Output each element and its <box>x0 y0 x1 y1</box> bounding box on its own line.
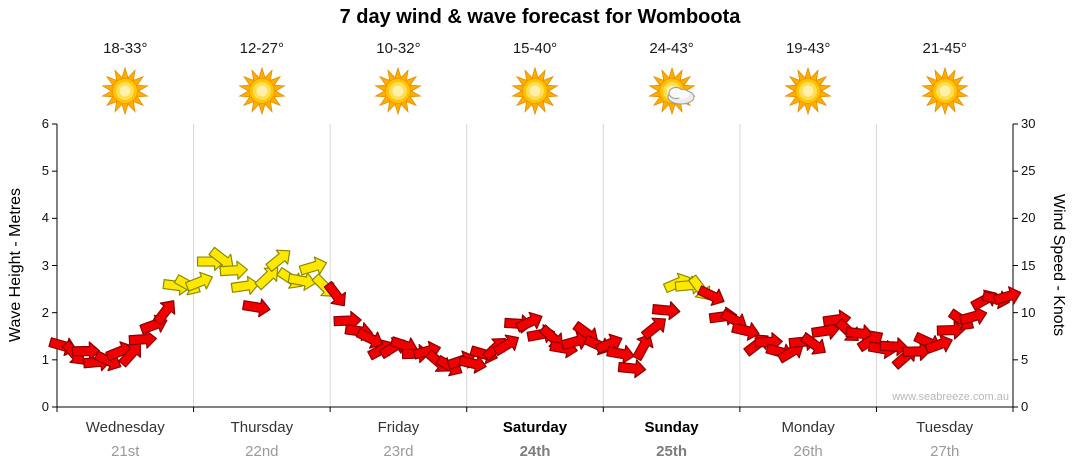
y-left-tick-label: 5 <box>41 163 49 179</box>
wind-arrow <box>184 271 213 292</box>
wind-arrow <box>118 343 142 368</box>
y-right-tick-label: 30 <box>1021 116 1036 131</box>
day-date: 27th <box>930 443 960 460</box>
day-date: 21st <box>111 443 140 460</box>
wind-arrow <box>492 334 520 357</box>
wind-arrow <box>230 275 260 295</box>
wind-arrow <box>617 359 647 379</box>
sun-disc-core <box>529 85 541 97</box>
sun-disc-core <box>802 85 814 97</box>
sun-disc-core <box>939 85 951 97</box>
wind-arrow <box>287 271 317 291</box>
sun-icon <box>374 66 423 116</box>
forecast-day-cell: 10-32° <box>343 40 453 122</box>
day-name: Saturday <box>502 419 568 436</box>
y-right-tick-label: 0 <box>1021 399 1029 414</box>
y-right-tick-label: 20 <box>1021 210 1036 226</box>
y-left-tick-label: 0 <box>41 399 49 414</box>
wind-arrow <box>640 317 667 340</box>
sun-icon <box>784 66 832 116</box>
forecast-day-cell: 19-43° <box>753 40 863 122</box>
wind-arrow <box>606 344 635 364</box>
day-date: 25th <box>656 443 687 460</box>
wind-arrow <box>731 322 760 341</box>
day-name: Wednesday <box>85 419 165 436</box>
sun-icon <box>920 66 969 116</box>
wind-arrow <box>697 285 725 306</box>
y-left-tick-label: 1 <box>41 351 49 367</box>
y-left-tick-label: 6 <box>41 116 49 131</box>
wind-arrow <box>71 341 101 361</box>
sun-disc-core <box>392 85 404 97</box>
wind-arrow <box>856 330 884 353</box>
wind-arrow <box>333 310 362 331</box>
y-right-tick-label: 15 <box>1021 257 1036 273</box>
wind-arrow <box>355 327 384 349</box>
forecast-day-cell: 18-33° <box>70 40 180 122</box>
y-left-tick-label: 4 <box>41 210 49 226</box>
wind-arrow <box>323 280 346 307</box>
wind-arrow <box>128 329 157 349</box>
temperature-range-label: 10-32° <box>376 40 421 57</box>
wind-arrow <box>458 354 487 374</box>
wind-arrow <box>799 332 826 355</box>
day-date: 24th <box>519 443 551 460</box>
wind-arrow <box>651 301 681 321</box>
wind-arrow <box>936 320 965 340</box>
forecast-day-cell: 24-43° <box>617 40 727 122</box>
temperature-range-label: 21-45° <box>922 40 967 57</box>
cloud-overlay <box>667 87 695 105</box>
day-name: Sunday <box>644 419 699 436</box>
sun-icon <box>101 66 150 116</box>
sun-icon <box>238 66 286 116</box>
wind-arrow <box>594 333 623 354</box>
y-right-tick-label: 5 <box>1021 351 1029 367</box>
day-name: Thursday <box>230 419 294 436</box>
temperature-range-label: 15-40° <box>512 40 558 57</box>
wind-arrow <box>515 311 543 333</box>
wind-arrow <box>219 260 248 280</box>
day-name: Tuesday <box>916 419 974 436</box>
day-date: 26th <box>793 443 823 460</box>
wind-arrow <box>924 334 953 354</box>
y-right-tick-label: 25 <box>1021 163 1036 179</box>
wind-arrow <box>879 337 909 357</box>
temperature-range-label: 19-43° <box>785 40 831 57</box>
wind-arrow <box>298 256 328 276</box>
day-name: Friday <box>377 419 420 436</box>
chart-title: 7 day wind & wave forecast for Womboota <box>339 6 741 28</box>
sun-cloud-icon <box>647 66 696 116</box>
day-name: Monday <box>781 419 835 436</box>
sun-disc-core <box>256 85 268 97</box>
wind-arrow <box>632 333 654 362</box>
forecast-day-cell: 15-40° <box>480 40 590 122</box>
temperature-range-label: 18-33° <box>103 40 148 57</box>
day-date: 22nd <box>245 443 279 460</box>
watermark: www.seabreeze.com.au <box>892 391 1009 403</box>
y-left-tick-label: 3 <box>41 257 49 273</box>
forecast-day-cell: 21-45° <box>890 40 1000 122</box>
y-left-tick-label: 2 <box>41 304 49 320</box>
temperature-range-label: 24-43° <box>649 40 694 57</box>
wind-arrow <box>242 298 271 318</box>
forecast-day-cell: 12-27° <box>207 40 317 122</box>
sun-icon <box>511 66 559 116</box>
wind-arrow <box>152 300 176 326</box>
wind-arrow <box>265 249 291 272</box>
sun-disc-core <box>119 85 131 97</box>
y-right-tick-label: 10 <box>1021 304 1036 320</box>
temperature-range-label: 12-27° <box>239 40 285 57</box>
wind-arrow <box>902 341 931 361</box>
wind-arrow <box>992 286 1022 306</box>
day-date: 23rd <box>383 443 414 460</box>
